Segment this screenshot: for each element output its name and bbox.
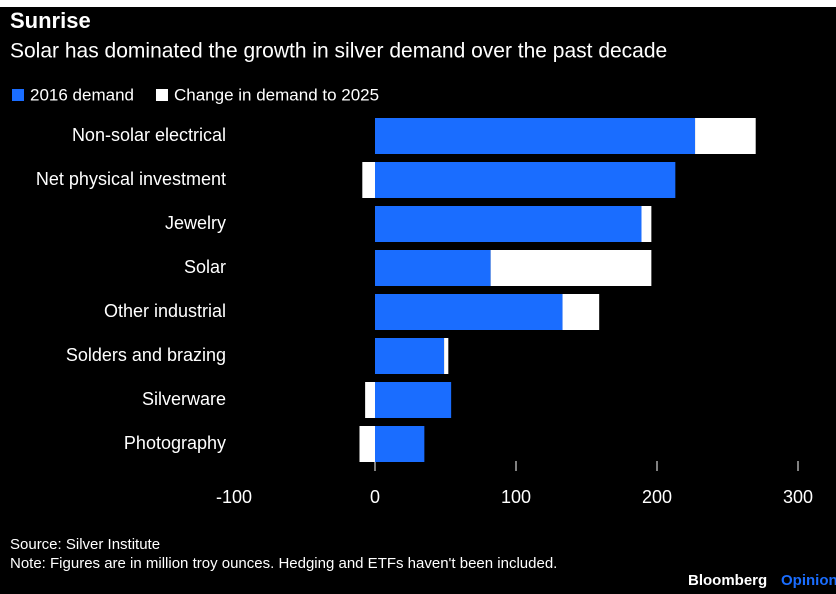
bar-segment (362, 162, 375, 198)
category-label: Net physical investment (36, 169, 226, 189)
bar-segment (375, 206, 642, 242)
x-tick-label: 300 (783, 487, 813, 507)
bar-segment (375, 294, 563, 330)
bar-segment (562, 294, 600, 330)
category-label: Non-solar electrical (72, 125, 226, 145)
bar-segment (375, 250, 491, 286)
chart-subtitle: Solar has dominated the growth in silver… (10, 40, 667, 63)
category-label: Silverware (142, 389, 226, 409)
category-label: Photography (124, 433, 226, 453)
bar-segment (375, 426, 425, 462)
source: Source: Silver Institute (10, 536, 160, 553)
legend-label: 2016 demand (30, 85, 134, 104)
x-tick-label: -100 (216, 487, 252, 507)
category-label: Other industrial (104, 301, 226, 321)
bar-segment (490, 250, 652, 286)
bar-segment (359, 426, 375, 462)
top-strip (0, 0, 836, 7)
bar-segment (695, 118, 756, 154)
x-tick-label: 100 (501, 487, 531, 507)
brand-section: Opinion (781, 572, 836, 589)
brand: Bloomberg (688, 572, 767, 589)
note: Note: Figures are in million troy ounces… (10, 555, 558, 572)
x-tick-label: 200 (642, 487, 672, 507)
category-label: Jewelry (165, 213, 226, 233)
bar-segment (375, 118, 696, 154)
legend-swatch (155, 89, 168, 101)
category-label: Solar (184, 257, 226, 277)
note-box: Note: Figures are in million troy ounces… (10, 555, 558, 572)
bar-segment (641, 206, 652, 242)
x-tick-label: 0 (370, 487, 380, 507)
legend-swatch (12, 89, 24, 101)
bar-segment (444, 338, 449, 374)
legend-label: Change in demand to 2025 (174, 85, 379, 104)
bar-segment (375, 162, 676, 198)
bar-segment (365, 382, 375, 418)
chart-title: Sunrise (10, 8, 91, 33)
bar-segment (375, 338, 445, 374)
bar-segment (375, 382, 452, 418)
category-label: Solders and brazing (66, 345, 226, 365)
